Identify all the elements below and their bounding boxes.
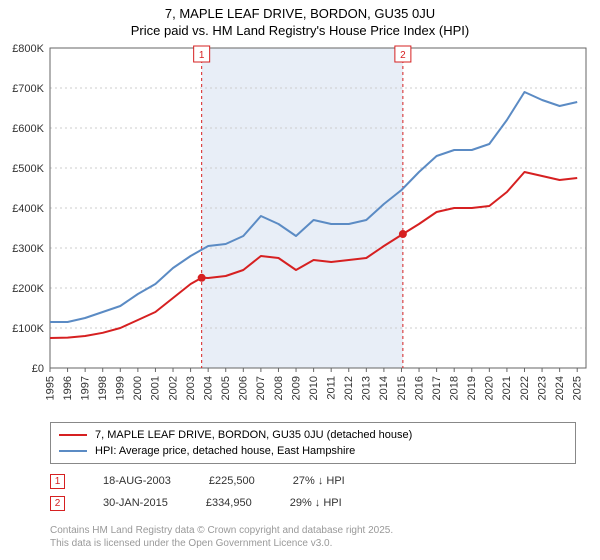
chart-area: £0 £100K £200K £300K £400K £500K £600K £700K £80… <box>0 38 600 418</box>
svg-text:£700K: £700K <box>12 83 44 95</box>
svg-text:£400K: £400K <box>12 203 44 215</box>
svg-text:£800K: £800K <box>12 43 44 55</box>
marker-number-box: 2 <box>50 496 65 511</box>
svg-text:1: 1 <box>199 50 205 61</box>
title-line2: Price paid vs. HM Land Registry's House … <box>0 23 600 38</box>
svg-text:2002: 2002 <box>167 376 179 400</box>
svg-text:2019: 2019 <box>466 376 478 400</box>
svg-text:2: 2 <box>400 50 406 61</box>
svg-text:2003: 2003 <box>185 376 197 400</box>
svg-text:2023: 2023 <box>536 376 548 400</box>
legend-label: 7, MAPLE LEAF DRIVE, BORDON, GU35 0JU (d… <box>95 429 412 441</box>
legend-box: 7, MAPLE LEAF DRIVE, BORDON, GU35 0JU (d… <box>50 422 576 464</box>
svg-text:1998: 1998 <box>97 376 109 400</box>
svg-text:2011: 2011 <box>325 376 337 400</box>
marker-date: 18-AUG-2003 <box>103 475 171 487</box>
marker-number-box: 1 <box>50 474 65 489</box>
legend-label: HPI: Average price, detached house, East… <box>95 445 355 457</box>
svg-text:2004: 2004 <box>202 376 214 400</box>
footer-line1: Contains HM Land Registry data © Crown c… <box>50 524 576 537</box>
svg-text:2021: 2021 <box>501 376 513 400</box>
legend-row: HPI: Average price, detached house, East… <box>59 443 567 459</box>
svg-text:2001: 2001 <box>150 376 162 400</box>
legend-row: 7, MAPLE LEAF DRIVE, BORDON, GU35 0JU (d… <box>59 427 567 443</box>
title-line1: 7, MAPLE LEAF DRIVE, BORDON, GU35 0JU <box>0 6 600 21</box>
svg-text:2000: 2000 <box>132 376 144 400</box>
svg-text:2008: 2008 <box>273 376 285 400</box>
svg-text:2013: 2013 <box>361 376 373 400</box>
markers-table: 1 18-AUG-2003 £225,500 27% ↓ HPI 2 30-JAN-201… <box>50 470 576 514</box>
svg-text:2012: 2012 <box>343 376 355 400</box>
marker-date: 30-JAN-2015 <box>103 497 168 509</box>
svg-text:2024: 2024 <box>554 376 566 400</box>
svg-text:£100K: £100K <box>12 323 44 335</box>
svg-text:2010: 2010 <box>308 376 320 400</box>
marker-row: 1 18-AUG-2003 £225,500 27% ↓ HPI <box>50 470 576 492</box>
marker-price: £334,950 <box>206 497 252 509</box>
svg-text:2007: 2007 <box>255 376 267 400</box>
svg-text:2005: 2005 <box>220 376 232 400</box>
price-chart-svg: £0 £100K £200K £300K £400K £500K £600K £700K £80… <box>0 38 600 418</box>
svg-text:2016: 2016 <box>413 376 425 400</box>
svg-text:2018: 2018 <box>448 376 460 400</box>
footer-attribution: Contains HM Land Registry data © Crown c… <box>50 524 576 550</box>
svg-text:1999: 1999 <box>115 376 127 400</box>
marker-price: £225,500 <box>209 475 255 487</box>
footer-line2: This data is licensed under the Open Gov… <box>50 537 576 550</box>
svg-text:£500K: £500K <box>12 163 44 175</box>
svg-text:£300K: £300K <box>12 243 44 255</box>
svg-text:1996: 1996 <box>62 376 74 400</box>
marker-pct: 27% ↓ HPI <box>293 475 345 487</box>
svg-text:1997: 1997 <box>79 376 91 400</box>
chart-titles: 7, MAPLE LEAF DRIVE, BORDON, GU35 0JU Pr… <box>0 0 600 38</box>
svg-text:2020: 2020 <box>484 376 496 400</box>
svg-text:2015: 2015 <box>396 376 408 400</box>
svg-text:2022: 2022 <box>519 376 531 400</box>
svg-text:1995: 1995 <box>44 376 56 400</box>
svg-text:2025: 2025 <box>572 376 584 400</box>
marker-row: 2 30-JAN-2015 £334,950 29% ↓ HPI <box>50 492 576 514</box>
svg-text:£0: £0 <box>32 363 44 375</box>
legend-swatch <box>59 434 87 436</box>
svg-text:2014: 2014 <box>378 376 390 400</box>
svg-text:2006: 2006 <box>238 376 250 400</box>
svg-text:2009: 2009 <box>290 376 302 400</box>
legend-swatch <box>59 450 87 452</box>
svg-text:2017: 2017 <box>431 376 443 400</box>
marker-pct: 29% ↓ HPI <box>290 497 342 509</box>
svg-text:£600K: £600K <box>12 123 44 135</box>
svg-text:£200K: £200K <box>12 283 44 295</box>
